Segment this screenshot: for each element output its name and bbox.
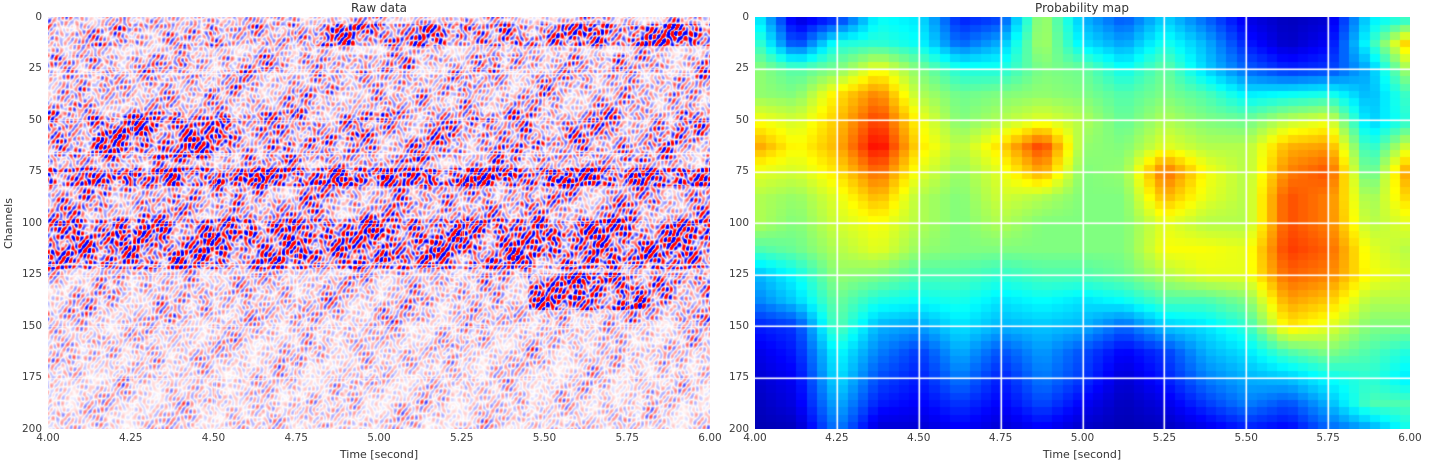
x-tick-label: 4.00 — [743, 432, 767, 444]
x-tick-label: 6.00 — [698, 432, 722, 444]
x-tick-label: 5.75 — [1316, 432, 1340, 444]
x-tick-label: 5.00 — [1070, 432, 1095, 444]
raw-data-x-axis-label: Time [second] — [339, 448, 419, 461]
y-tick-label: 200 — [21, 422, 42, 435]
y-tick-label: 200 — [728, 422, 749, 435]
x-tick-label: 4.25 — [119, 432, 143, 444]
y-tick-label: 125 — [21, 268, 42, 280]
x-tick-label: 4.50 — [907, 432, 931, 444]
raw-data-heatmap-canvas — [48, 17, 710, 429]
probability-map-title: Probability map — [1035, 1, 1129, 15]
y-tick-label: 175 — [21, 371, 42, 383]
y-tick-label: 150 — [728, 319, 749, 332]
x-tick-label: 4.50 — [201, 432, 226, 444]
x-tick-label: 4.75 — [284, 432, 308, 444]
x-tick-label: 5.50 — [532, 432, 557, 444]
x-tick-label: 4.00 — [36, 432, 60, 444]
y-tick-label: 25 — [28, 62, 42, 74]
y-tick-label: 100 — [728, 216, 749, 229]
x-tick-label: 6.00 — [1398, 432, 1422, 444]
y-tick-label: 175 — [728, 371, 749, 383]
y-tick-label: 50 — [735, 113, 749, 126]
y-tick-label: 50 — [28, 113, 42, 126]
probability-map-heatmap-canvas — [755, 17, 1410, 429]
y-tick-label: 25 — [735, 62, 749, 74]
y-tick-label: 75 — [735, 165, 749, 177]
y-tick-label: 125 — [728, 268, 749, 280]
y-tick-label: 0 — [742, 10, 749, 23]
x-tick-label: 5.75 — [615, 432, 639, 444]
x-tick-label: 4.75 — [988, 432, 1013, 444]
probability-map-x-axis-label: Time [second] — [1042, 448, 1122, 461]
x-tick-label: 4.25 — [825, 432, 849, 444]
raw-data-title: Raw data — [350, 1, 408, 15]
y-tick-label: 100 — [21, 216, 42, 229]
x-tick-label: 5.00 — [367, 432, 391, 444]
x-tick-label: 5.25 — [450, 432, 474, 444]
x-tick-label: 5.50 — [1234, 432, 1258, 444]
y-tick-label: 0 — [35, 10, 42, 23]
y-tick-label: 150 — [21, 319, 42, 332]
x-tick-label: 5.25 — [1152, 432, 1177, 444]
y-tick-label: 75 — [28, 165, 42, 177]
